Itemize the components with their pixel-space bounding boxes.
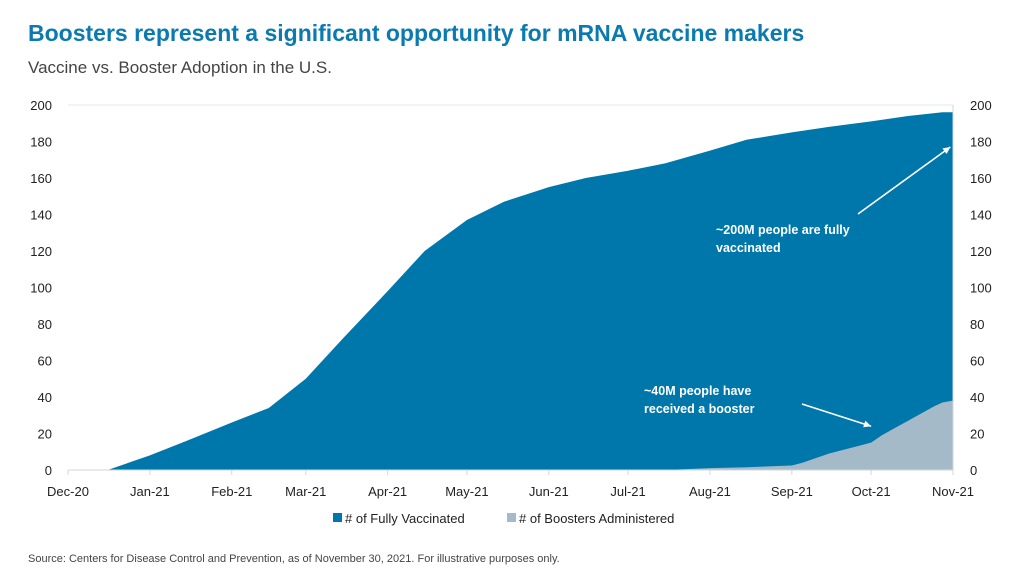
- y-tick-label: 40: [38, 390, 52, 405]
- legend-label: # of Fully Vaccinated: [345, 511, 465, 526]
- legend-label: # of Boosters Administered: [519, 511, 674, 526]
- y-tick-label: 180: [30, 135, 52, 150]
- chart-subtitle: Vaccine vs. Booster Adoption in the U.S.: [28, 58, 332, 77]
- x-tick-label: Jun-21: [529, 484, 569, 499]
- x-tick-label: Jan-21: [130, 484, 170, 499]
- x-tick-label: Apr-21: [368, 484, 407, 499]
- x-tick-label: Oct-21: [852, 484, 891, 499]
- x-tick-label: Nov-21: [932, 484, 974, 499]
- y-tick-label: 20: [38, 427, 52, 442]
- arrowhead-icon: [863, 420, 872, 428]
- x-tick-label: Sep-21: [771, 484, 813, 499]
- y2-tick-label: 140: [970, 208, 992, 223]
- y-tick-label: 200: [30, 98, 52, 113]
- y2-tick-label: 20: [970, 427, 984, 442]
- x-tick-label: Jul-21: [610, 484, 645, 499]
- annotation-text: ~200M people are fully: [716, 223, 850, 237]
- legend-swatch-fully-vaccinated: [333, 513, 342, 522]
- y-tick-label: 0: [45, 463, 52, 478]
- y-tick-label: 60: [38, 354, 52, 369]
- x-tick-label: Feb-21: [211, 484, 252, 499]
- arrowhead-icon: [942, 146, 951, 155]
- x-tick-label: Mar-21: [285, 484, 326, 499]
- y2-tick-label: 200: [970, 98, 992, 113]
- annotation-arrow: [857, 146, 951, 215]
- y-tick-label: 160: [30, 171, 52, 186]
- y2-tick-label: 180: [970, 135, 992, 150]
- y2-tick-label: 40: [970, 390, 984, 405]
- legend-swatch-boosters: [507, 513, 516, 522]
- y-tick-label: 120: [30, 244, 52, 259]
- y2-tick-label: 100: [970, 281, 992, 296]
- x-tick-label: Dec-20: [47, 484, 89, 499]
- annotation-text: vaccinated: [716, 241, 781, 255]
- y2-tick-label: 120: [970, 244, 992, 259]
- y2-tick-label: 160: [970, 171, 992, 186]
- x-tick-label: May-21: [445, 484, 488, 499]
- y2-tick-label: 80: [970, 317, 984, 332]
- y-tick-label: 80: [38, 317, 52, 332]
- area-series-2: [665, 400, 953, 470]
- annotation-arrow: [801, 403, 872, 427]
- y2-tick-label: 0: [970, 463, 977, 478]
- annotation-text: ~40M people have: [644, 384, 751, 398]
- source-note: Source: Centers for Disease Control and …: [28, 553, 560, 565]
- y2-tick-label: 60: [970, 354, 984, 369]
- area-series-1: [107, 112, 953, 471]
- y-tick-label: 140: [30, 208, 52, 223]
- page-title: Boosters represent a significant opportu…: [28, 20, 805, 46]
- annotation-text: received a booster: [644, 402, 755, 416]
- y-tick-label: 100: [30, 281, 52, 296]
- x-tick-label: Aug-21: [689, 484, 731, 499]
